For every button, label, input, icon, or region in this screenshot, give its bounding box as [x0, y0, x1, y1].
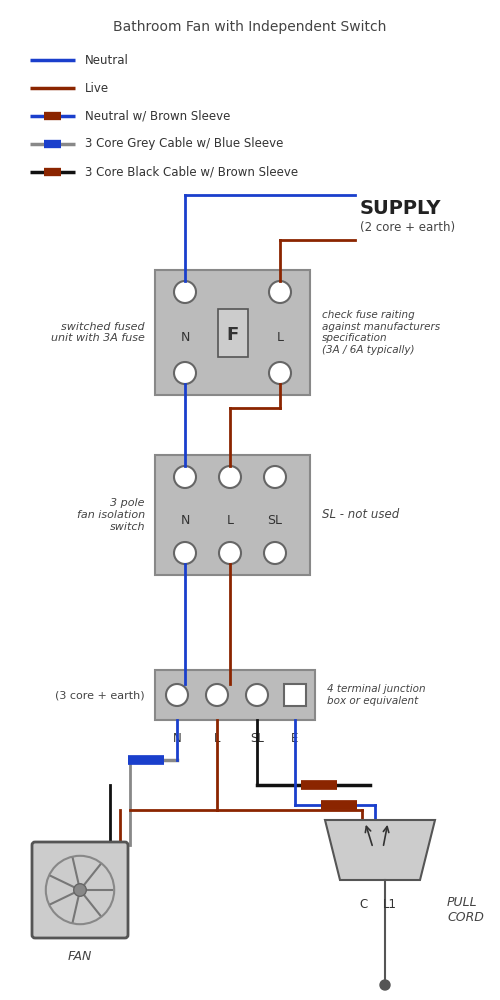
- Text: 3 pole
fan isolation
switch: 3 pole fan isolation switch: [77, 498, 145, 532]
- Circle shape: [174, 542, 196, 564]
- Text: 3 Core Black Cable w/ Brown Sleeve: 3 Core Black Cable w/ Brown Sleeve: [85, 165, 298, 178]
- Circle shape: [246, 684, 268, 706]
- Text: Neutral w/ Brown Sleeve: Neutral w/ Brown Sleeve: [85, 109, 231, 122]
- Text: SL - not used: SL - not used: [322, 508, 399, 522]
- Text: PULL
CORD: PULL CORD: [447, 896, 484, 924]
- Text: check fuse raiting
against manufacturers
specification
(3A / 6A typically): check fuse raiting against manufacturers…: [322, 310, 440, 355]
- FancyBboxPatch shape: [32, 842, 128, 938]
- Circle shape: [166, 684, 188, 706]
- Text: L: L: [276, 331, 283, 344]
- Text: N: N: [180, 514, 190, 526]
- Text: Live: Live: [85, 82, 109, 95]
- Text: L1: L1: [383, 898, 397, 911]
- Text: E: E: [292, 732, 298, 745]
- Circle shape: [219, 466, 241, 488]
- Text: F: F: [226, 326, 238, 344]
- Text: N: N: [180, 331, 190, 344]
- Circle shape: [269, 281, 291, 303]
- Circle shape: [219, 542, 241, 564]
- Circle shape: [264, 466, 286, 488]
- Circle shape: [206, 684, 228, 706]
- Circle shape: [174, 466, 196, 488]
- Circle shape: [380, 980, 390, 990]
- Text: N: N: [172, 732, 182, 745]
- FancyBboxPatch shape: [284, 684, 306, 706]
- Polygon shape: [325, 820, 435, 880]
- Text: SL: SL: [268, 514, 282, 526]
- Text: Bathroom Fan with Independent Switch: Bathroom Fan with Independent Switch: [114, 20, 386, 34]
- Text: (2 core + earth): (2 core + earth): [360, 222, 455, 234]
- Circle shape: [174, 281, 196, 303]
- FancyBboxPatch shape: [155, 455, 310, 575]
- Text: switched fused
unit with 3A fuse: switched fused unit with 3A fuse: [51, 322, 145, 343]
- Text: SUPPLY: SUPPLY: [360, 198, 442, 218]
- FancyBboxPatch shape: [155, 270, 310, 395]
- Circle shape: [174, 362, 196, 384]
- FancyBboxPatch shape: [155, 670, 315, 720]
- Text: FAN: FAN: [68, 950, 92, 963]
- Text: SL: SL: [250, 732, 264, 745]
- Text: (3 core + earth): (3 core + earth): [56, 690, 145, 700]
- Text: 3 Core Grey Cable w/ Blue Sleeve: 3 Core Grey Cable w/ Blue Sleeve: [85, 137, 283, 150]
- Text: L: L: [226, 514, 234, 526]
- Text: L: L: [214, 732, 220, 745]
- Circle shape: [74, 884, 86, 896]
- FancyBboxPatch shape: [218, 308, 248, 357]
- Text: C: C: [359, 898, 367, 911]
- Circle shape: [264, 542, 286, 564]
- Circle shape: [269, 362, 291, 384]
- Text: 4 terminal junction
box or equivalent: 4 terminal junction box or equivalent: [327, 684, 426, 706]
- Text: Neutral: Neutral: [85, 53, 129, 66]
